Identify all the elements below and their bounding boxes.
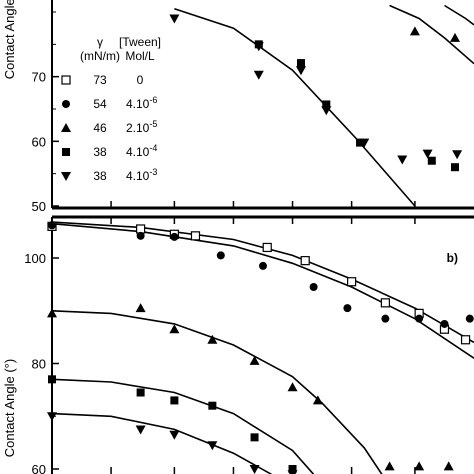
data-point-open-square bbox=[300, 256, 310, 266]
data-point-filled-square bbox=[208, 401, 217, 410]
data-point-filled-square bbox=[170, 396, 179, 405]
data-point-filled-square bbox=[296, 59, 305, 68]
legend-marker-filled-square bbox=[62, 148, 70, 156]
data-point-filled-square bbox=[427, 156, 436, 165]
data-point-filled-triangle-up bbox=[207, 334, 218, 344]
data-point-filled-triangle-up bbox=[47, 308, 57, 318]
legend-gamma-value: 73 bbox=[93, 73, 107, 87]
fit-line bbox=[52, 412, 272, 474]
data-point-filled-triangle-up bbox=[312, 395, 323, 405]
legend-gamma-value: 38 bbox=[93, 169, 107, 183]
data-point-filled-circle bbox=[216, 251, 225, 260]
legend-tween-value: 2.10-5 bbox=[126, 119, 157, 135]
y-tick-label: 50 bbox=[32, 199, 46, 214]
legend-header-tween-unit: Mol/L bbox=[125, 49, 155, 63]
legend: γ [Tween](mN/m) Mol/L 73 0 54 4.10-6 46 2.10-5 38… bbox=[61, 35, 161, 183]
fit-line bbox=[52, 221, 474, 344]
data-point-filled-circle bbox=[415, 314, 424, 323]
fit-line bbox=[174, 8, 416, 207]
legend-marker-filled-triangle-up bbox=[61, 123, 71, 132]
data-point-filled-square bbox=[288, 465, 297, 473]
legend-marker-open-square bbox=[61, 75, 71, 85]
legend-header-gamma-unit: (mN/m) bbox=[80, 49, 120, 63]
data-point-filled-triangle-up bbox=[450, 32, 461, 42]
data-point-filled-circle bbox=[309, 283, 318, 292]
fit-line bbox=[389, 4, 474, 65]
data-point-filled-triangle-down bbox=[169, 14, 180, 24]
fit-line bbox=[52, 378, 315, 474]
panel-a: 50 60 70 Contact Angle (°) bbox=[2, 0, 474, 214]
data-point-filled-triangle-up bbox=[384, 461, 395, 471]
data-point-filled-triangle-up bbox=[169, 324, 180, 334]
data-point-filled-triangle-down bbox=[169, 430, 180, 440]
data-point-open-square bbox=[347, 277, 357, 287]
y-tick-label: 80 bbox=[32, 357, 46, 372]
data-point-filled-square bbox=[254, 40, 263, 49]
fit-line bbox=[52, 310, 383, 474]
y-tick-label: 60 bbox=[32, 462, 46, 474]
y-tick-label: 70 bbox=[32, 70, 46, 85]
data-point-filled-circle bbox=[170, 232, 179, 241]
data-point-filled-triangle-down bbox=[135, 425, 146, 435]
data-point-filled-square bbox=[250, 433, 259, 442]
legend-gamma-value: 54 bbox=[93, 97, 107, 111]
legend-tween-value: 4.10-4 bbox=[126, 143, 157, 159]
data-point-filled-triangle-up bbox=[287, 382, 298, 392]
legend-header-gamma: γ bbox=[97, 35, 103, 49]
data-point-filled-square bbox=[451, 163, 460, 172]
data-point-filled-circle bbox=[343, 304, 352, 313]
data-point-filled-circle bbox=[136, 231, 145, 240]
data-point-filled-triangle-down bbox=[397, 155, 408, 165]
data-point-filled-triangle-down bbox=[287, 470, 298, 474]
data-point-open-square bbox=[136, 224, 146, 234]
data-point-filled-triangle-up bbox=[135, 303, 146, 313]
data-point-filled-triangle-up bbox=[249, 355, 260, 365]
fit-line bbox=[444, 4, 474, 26]
legend-marker-filled-circle bbox=[62, 100, 70, 108]
y-tick-label: 100 bbox=[24, 251, 46, 266]
data-point-filled-square bbox=[48, 375, 56, 384]
y-tick-label: 60 bbox=[32, 134, 46, 149]
data-point-filled-circle bbox=[381, 314, 390, 323]
legend-tween-value: 0 bbox=[137, 73, 144, 87]
y-axis-title: Contact Angle (°) bbox=[2, 0, 17, 79]
data-point-filled-triangle-down bbox=[321, 106, 332, 116]
legend-tween-value: 4.10-6 bbox=[126, 95, 157, 111]
data-point-open-square bbox=[262, 242, 272, 253]
legend-header-tween: [Tween] bbox=[119, 35, 161, 49]
data-point-filled-triangle-down bbox=[47, 412, 57, 422]
data-point-filled-square bbox=[322, 100, 331, 109]
legend-tween-value: 4.10-3 bbox=[126, 167, 157, 183]
data-point-filled-square bbox=[356, 138, 365, 147]
legend-marker-filled-triangle-down bbox=[61, 172, 71, 181]
data-point-filled-triangle-up bbox=[409, 26, 420, 36]
panel-label: b) bbox=[447, 251, 458, 265]
data-point-filled-triangle-down bbox=[253, 70, 264, 80]
data-point-filled-circle bbox=[48, 221, 56, 230]
data-point-filled-triangle-down bbox=[452, 150, 463, 160]
data-point-filled-triangle-down bbox=[422, 149, 433, 159]
data-point-filled-triangle-down bbox=[295, 66, 306, 76]
data-point-filled-square bbox=[136, 388, 145, 397]
data-point-filled-triangle-up bbox=[443, 461, 454, 471]
data-point-filled-circle bbox=[465, 314, 474, 323]
panel-b: 60 80 100 Contact Angle (°) b) bbox=[2, 215, 474, 474]
data-point-filled-triangle-up bbox=[414, 461, 425, 471]
legend-gamma-value: 38 bbox=[93, 145, 107, 159]
legend-gamma-value: 46 bbox=[93, 121, 107, 135]
data-point-filled-circle bbox=[259, 261, 267, 270]
data-point-open-square bbox=[190, 231, 201, 241]
data-point-filled-triangle-down bbox=[249, 465, 260, 474]
data-point-filled-circle bbox=[440, 319, 449, 328]
data-point-filled-triangle-down bbox=[207, 441, 218, 451]
y-axis-title: Contact Angle (°) bbox=[2, 359, 17, 457]
data-point-open-square bbox=[460, 335, 471, 345]
data-point-open-square bbox=[380, 298, 390, 308]
